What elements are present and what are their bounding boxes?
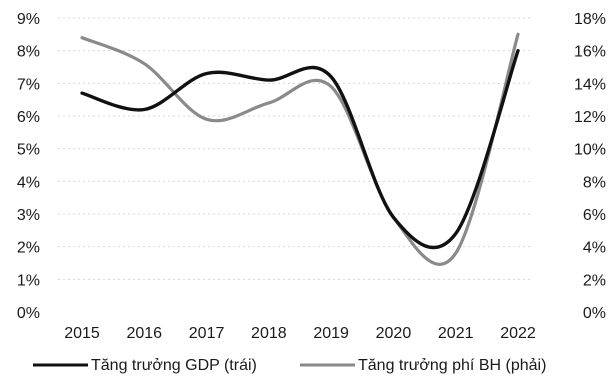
series-lines xyxy=(80,32,520,266)
right-tick-label: 4% xyxy=(583,240,606,257)
right-tick-label: 2% xyxy=(583,272,606,289)
left-tick-label: 6% xyxy=(17,109,40,126)
left-tick-label: 7% xyxy=(17,76,40,93)
left-tick-label: 2% xyxy=(17,240,40,257)
legend-label-gdp: Tăng trưởng GDP (trái) xyxy=(91,357,257,374)
x-tick-label: 2017 xyxy=(189,325,225,342)
right-tick-label: 18% xyxy=(574,11,606,28)
right-tick-label: 0% xyxy=(583,305,606,322)
legend: Tăng trưởng GDP (trái) Tăng trưởng phí B… xyxy=(33,357,546,374)
x-tick-label: 2016 xyxy=(126,325,162,342)
left-tick-label: 9% xyxy=(17,11,40,28)
gridlines xyxy=(58,17,532,280)
x-tick-label: 2022 xyxy=(500,325,536,342)
x-tick-label: 2018 xyxy=(251,325,287,342)
right-axis-tick-labels: 0% 2% 4% 6% 8% 10% 12% 14% 16% 18% xyxy=(574,11,606,322)
left-tick-label: 0% xyxy=(17,305,40,322)
left-tick-label: 5% xyxy=(17,142,40,159)
series-line-insurance xyxy=(80,32,520,266)
x-axis-tick-labels: 2015 2016 2017 2018 2019 2020 2021 2022 xyxy=(64,325,536,342)
left-axis-tick-labels: 0% 1% 2% 3% 4% 5% 6% 7% 8% 9% xyxy=(17,11,40,322)
x-tick-label: 2021 xyxy=(438,325,474,342)
right-tick-label: 14% xyxy=(574,76,606,93)
left-tick-label: 3% xyxy=(17,207,40,224)
series-line-gdp xyxy=(80,49,520,250)
right-tick-label: 10% xyxy=(574,142,606,159)
legend-label-insurance: Tăng trưởng phí BH (phải) xyxy=(358,357,546,374)
right-tick-label: 6% xyxy=(583,207,606,224)
right-tick-label: 12% xyxy=(574,109,606,126)
right-tick-label: 8% xyxy=(583,174,606,191)
left-tick-label: 8% xyxy=(17,44,40,61)
x-tick-label: 2020 xyxy=(376,325,412,342)
x-tick-label: 2015 xyxy=(64,325,100,342)
x-tick-label: 2019 xyxy=(313,325,349,342)
left-tick-label: 4% xyxy=(17,174,40,191)
left-tick-label: 1% xyxy=(17,272,40,289)
right-tick-label: 16% xyxy=(574,44,606,61)
